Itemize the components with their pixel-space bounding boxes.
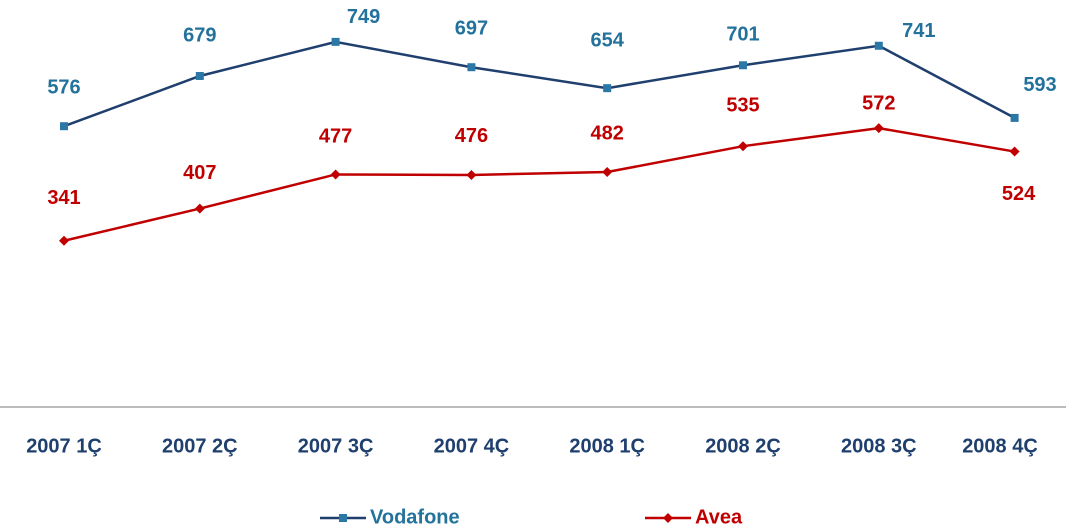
point: [466, 169, 477, 180]
data-label: 572: [862, 92, 895, 114]
x-tick-label: 2008 2Ç: [705, 435, 781, 457]
point: [873, 123, 884, 134]
point: [603, 84, 612, 93]
data-label: 697: [455, 17, 488, 39]
point: [738, 141, 748, 152]
x-tick-label: 2008 4Ç: [962, 435, 1038, 457]
data-label: 407: [183, 162, 216, 184]
point: [59, 235, 69, 246]
data-label: 524: [1002, 183, 1036, 205]
point: [194, 203, 205, 214]
point: [331, 37, 340, 46]
series-line: [63, 40, 1016, 128]
x-tick-label: 2008 1Ç: [569, 435, 645, 457]
data-label: 482: [591, 122, 624, 144]
point: [330, 169, 341, 180]
data-label: 701: [726, 24, 759, 46]
data-label: 749: [347, 6, 380, 28]
point: [60, 122, 68, 131]
legend-marker: [663, 513, 673, 523]
legend-marker: [339, 514, 347, 522]
data-label: 679: [183, 24, 216, 46]
point: [874, 41, 883, 50]
data-label: 654: [591, 29, 625, 51]
data-label: 741: [902, 20, 935, 42]
series-line: [63, 126, 1015, 242]
point: [1009, 146, 1020, 157]
point: [739, 61, 747, 70]
data-label: 341: [47, 187, 80, 209]
x-tick-label: 2007 3Ç: [298, 435, 374, 457]
data-label: 477: [319, 126, 352, 148]
x-tick-label: 2008 3Ç: [841, 435, 917, 457]
x-tick-label: 2007 1Ç: [26, 435, 102, 457]
legend-label: Avea: [695, 506, 743, 528]
data-label: 535: [726, 94, 759, 116]
data-label: 576: [47, 76, 80, 98]
point: [602, 167, 613, 178]
data-label: 476: [455, 125, 488, 147]
point: [1010, 113, 1019, 122]
legend-label: Vodafone: [370, 506, 460, 528]
point: [467, 63, 476, 72]
data-label: 593: [1023, 74, 1056, 96]
point: [195, 71, 204, 80]
x-tick-label: 2007 2Ç: [162, 435, 238, 457]
x-tick-label: 2007 4Ç: [434, 435, 510, 457]
